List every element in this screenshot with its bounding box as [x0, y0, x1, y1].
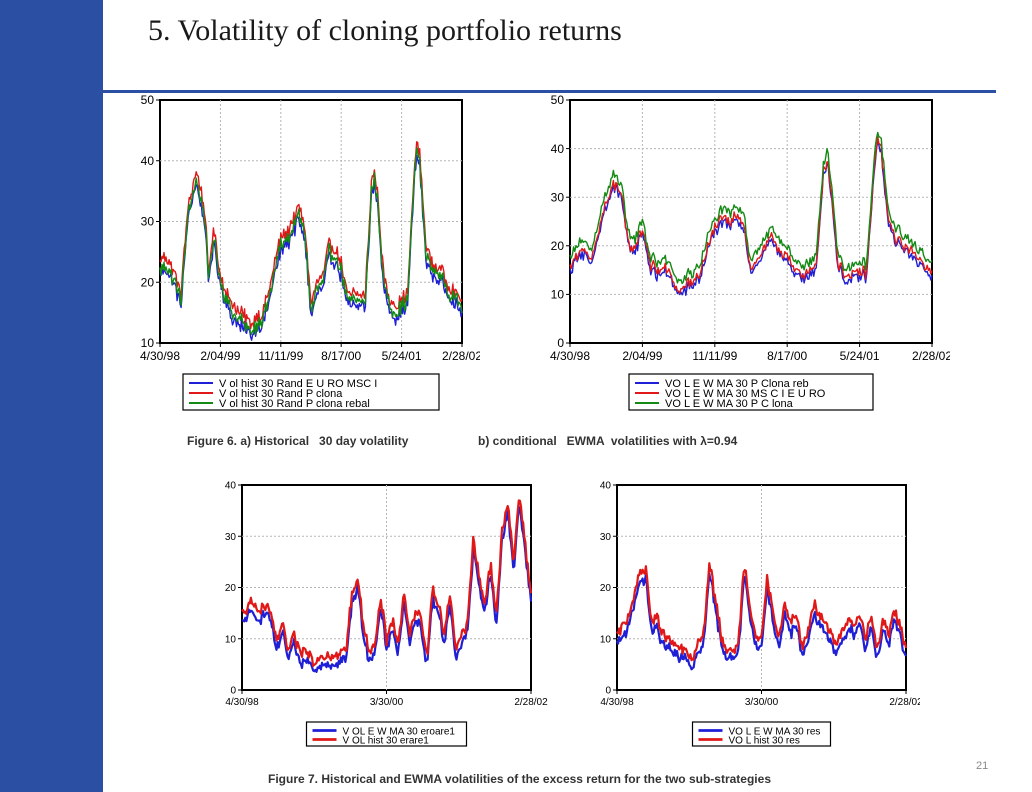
legend-label: V ol hist 30 Rand P clona [219, 388, 343, 400]
x-tick-label: 2/04/99 [200, 349, 240, 363]
caption-figure-6b: b) conditional EWMA volatilities with λ=… [478, 434, 737, 448]
legend-label: VO L E W MA 30 res [729, 726, 821, 737]
y-tick-label: 50 [141, 93, 155, 107]
x-tick-label: 3/30/00 [745, 697, 779, 708]
y-tick-label: 10 [551, 288, 565, 302]
x-tick-label: 5/24/01 [840, 349, 880, 363]
y-tick-label: 10 [141, 336, 155, 350]
legend-label: VO L hist 30 res [729, 735, 800, 746]
left-sidebar-band [0, 0, 103, 792]
x-tick-label: 3/30/00 [370, 697, 404, 708]
x-tick-label: 4/30/98 [550, 349, 590, 363]
y-tick-label: 10 [225, 634, 237, 645]
chart-fig6a-historical-volatility: 10 20 30 40 50 4/30/98 2/04/99 11/11/99 8/17/00 5… [140, 93, 480, 411]
caption-figure-6b-suffix: =0.94 [706, 434, 738, 448]
y-tick-label: 30 [141, 215, 155, 229]
legend-label: V ol hist 30 Rand E U RO MSC I [219, 378, 377, 390]
plot-area [569, 99, 933, 344]
x-tick-label: 2/28/02 [912, 349, 950, 363]
caption-figure-7: Figure 7. Historical and EWMA volatiliti… [268, 772, 771, 786]
y-tick-label: 20 [600, 583, 612, 594]
legend-box [182, 373, 440, 411]
x-tick-label: 5/24/01 [382, 349, 422, 363]
legend-label: V OL E W MA 30 eroare1 [343, 726, 456, 737]
series-line-3 [159, 147, 463, 335]
y-tick-label: 40 [551, 142, 565, 156]
y-tick-label: 20 [225, 583, 237, 594]
page-number: 21 [976, 760, 989, 772]
y-tick-label: 50 [551, 93, 565, 107]
y-tick-label: 40 [600, 481, 612, 492]
y-tick-label: 0 [605, 686, 611, 697]
x-tick-label: 8/17/00 [767, 349, 807, 363]
x-tick-label: 2/28/02 [442, 349, 480, 363]
legend-label: VO L E W MA 30 MS C I E U RO [665, 388, 826, 400]
x-tick-label: 2/28/02 [514, 697, 548, 708]
x-tick-label: 8/17/00 [321, 349, 361, 363]
legend-label: V ol hist 30 Rand P clona rebal [219, 398, 370, 410]
chart-fig6b-ewma-volatility: 0 10 20 30 40 50 4/30/98 2/04/99 11/11/99 8/17/00… [550, 93, 950, 411]
y-tick-label: 40 [141, 154, 155, 168]
y-tick-label: 20 [551, 239, 565, 253]
title-rule-left [35, 90, 103, 93]
legend-label: VO L E W MA 30 P C lona [665, 398, 794, 410]
legend-box [628, 373, 874, 411]
x-tick-label: 4/30/98 [225, 697, 259, 708]
x-tick-label: 4/30/98 [140, 349, 180, 363]
chart-fig7b-excess-return-volatility: 0 10 20 30 40 4/30/98 3/30/00 2/28/02 VO L E W M… [600, 481, 920, 747]
caption-figure-6a: Figure 6. a) Historical 30 day volatilit… [187, 434, 409, 448]
y-tick-label: 0 [557, 336, 564, 350]
chart-fig7a-excess-return-volatility: 0 10 20 30 40 4/30/98 3/30/00 2/28/02 V OL E W M… [225, 481, 548, 747]
legend-box [305, 721, 468, 747]
x-tick-label: 2/28/02 [889, 697, 920, 708]
x-tick-label: 4/30/98 [600, 697, 634, 708]
legend-label: V OL hist 30 erare1 [343, 735, 430, 746]
series-line-1 [615, 572, 907, 671]
legend: V ol hist 30 Rand E U RO MSC IV ol hist … [182, 373, 440, 411]
lambda-symbol: λ [700, 434, 707, 448]
y-tick-label: 10 [600, 634, 612, 645]
legend-box [691, 721, 832, 747]
y-tick-label: 20 [141, 275, 155, 289]
y-tick-label: 30 [551, 190, 565, 204]
x-tick-label: 11/11/99 [692, 349, 737, 363]
y-tick-label: 30 [600, 532, 612, 543]
y-tick-label: 30 [225, 532, 237, 543]
legend-label: VO L E W MA 30 P Clona reb [665, 378, 809, 390]
series-line-2 [241, 499, 533, 667]
title-rule [103, 90, 996, 93]
series-line-3 [569, 131, 933, 285]
y-tick-label: 0 [230, 686, 236, 697]
x-tick-label: 2/04/99 [622, 349, 662, 363]
series-line-2 [616, 562, 908, 662]
y-tick-label: 40 [225, 481, 237, 492]
slide-title: 5. Volatility of cloning portfolio retur… [148, 14, 622, 47]
caption-figure-6b-prefix: b) conditional EWMA volatilities with [478, 434, 701, 448]
series-line-1 [241, 506, 533, 673]
x-tick-label: 11/11/99 [258, 349, 303, 363]
series-line-2 [569, 136, 933, 294]
